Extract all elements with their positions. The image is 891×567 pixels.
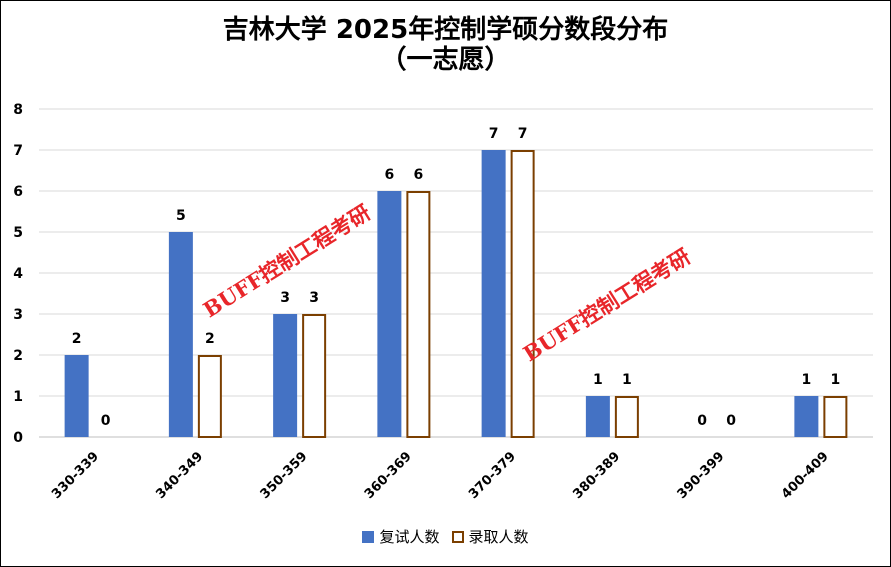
x-tick-label: 370-379 [466, 449, 519, 502]
data-label: 6 [414, 167, 424, 183]
x-tick-label: 330-339 [49, 449, 102, 502]
bar-1 [377, 191, 402, 437]
data-label: 2 [205, 331, 215, 347]
data-label: 1 [593, 372, 603, 388]
data-label: 7 [489, 126, 499, 142]
y-tick-label: 2 [13, 348, 23, 364]
bar-2 [614, 396, 639, 438]
x-tick-label: 340-349 [153, 449, 206, 502]
y-tick-label: 7 [13, 143, 23, 159]
bar-2 [510, 150, 535, 438]
data-label: 7 [518, 126, 528, 142]
data-label: 5 [176, 208, 186, 224]
data-label: 6 [385, 167, 395, 183]
chart-title-line2: （一志愿） [380, 45, 511, 75]
x-tick-label: 350-359 [258, 449, 311, 502]
y-tick-label: 3 [13, 307, 23, 323]
data-label: 0 [726, 413, 736, 429]
data-label: 0 [697, 413, 707, 429]
bar-1 [481, 150, 506, 437]
data-label: 3 [280, 290, 290, 306]
bar-1 [794, 396, 819, 437]
x-tick-label: 400-409 [779, 449, 832, 502]
data-label: 0 [101, 413, 111, 429]
data-label: 1 [831, 372, 841, 388]
bar-1 [585, 396, 610, 437]
chart-legend: 复试人数 录取人数 [1, 526, 890, 547]
chart-title-line1: 吉林大学 2025年控制学硕分数段分布 [222, 15, 669, 45]
x-tick-label: 390-399 [675, 449, 728, 502]
y-tick-label: 6 [13, 184, 23, 200]
legend-swatch-series-1 [362, 530, 375, 543]
bar-2 [302, 314, 327, 438]
data-label: 2 [72, 331, 82, 347]
bar-2 [823, 396, 848, 438]
legend-swatch-series-2 [451, 530, 464, 543]
bar-1 [168, 232, 193, 437]
bar-2 [406, 191, 431, 438]
bar-1 [273, 314, 298, 437]
x-tick-label: 380-389 [570, 449, 623, 502]
y-tick-label: 8 [13, 102, 23, 118]
y-tick-label: 1 [13, 389, 23, 405]
data-label: 1 [802, 372, 812, 388]
y-tick-label: 0 [13, 430, 23, 446]
bar-1 [64, 355, 89, 437]
data-label: 3 [309, 290, 319, 306]
y-tick-label: 4 [13, 266, 23, 282]
legend-item-series-1: 复试人数 [362, 526, 440, 547]
x-tick-label: 360-369 [362, 449, 415, 502]
legend-label-series-2: 录取人数 [468, 528, 529, 546]
legend-item-series-2: 录取人数 [451, 526, 529, 547]
data-label: 1 [622, 372, 632, 388]
chart-title: 吉林大学 2025年控制学硕分数段分布 （一志愿） [1, 15, 890, 75]
y-tick-label: 5 [13, 225, 23, 241]
legend-label-series-1: 复试人数 [379, 528, 440, 546]
bar-2 [197, 355, 222, 438]
